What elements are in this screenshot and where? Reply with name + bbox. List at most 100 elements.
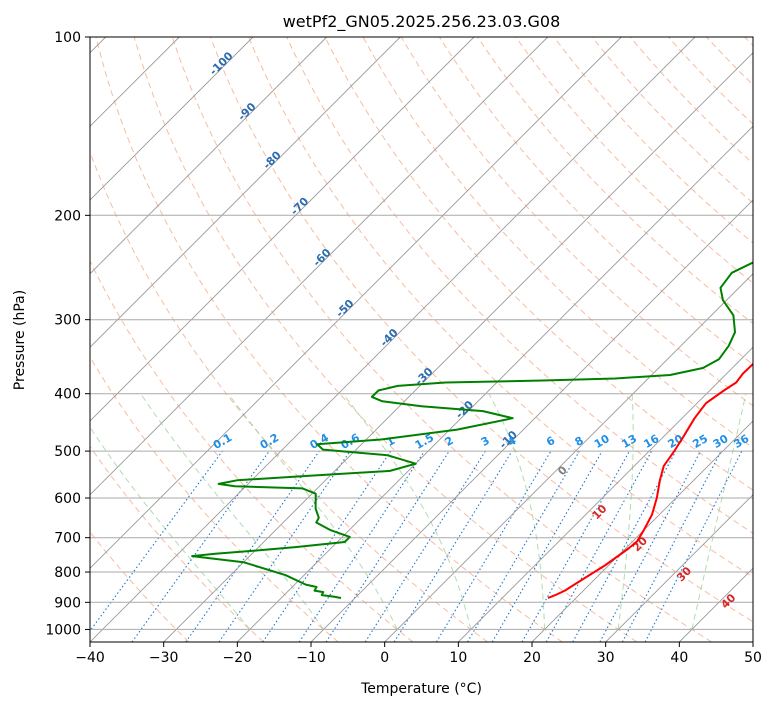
isotherm-line [605,494,753,642]
dry-adiabat [591,37,753,204]
isotherm-line [752,641,753,642]
mixing-ratio-label: 0.2 [258,431,281,452]
moist-adiabat [90,426,251,630]
grid-lines [90,37,753,642]
dry-adiabat [90,445,264,642]
isotherm-line [236,125,753,642]
mixing-ratio-line [491,450,603,642]
isotherm-label: -40 [378,326,401,349]
dry-adiabat [95,37,563,642]
x-tick-label: 40 [670,650,688,666]
isotherm-label: -80 [261,148,284,171]
moist-adiabat [227,393,398,630]
moist-adiabat-label: 40 [718,591,738,611]
dry-adiabat [706,37,753,86]
mixing-ratio-line [185,450,320,642]
isotherm-line [90,37,254,201]
dry-adiabat [90,259,414,642]
moist-adiabat [766,394,775,630]
isotherm-line [531,420,753,642]
mixing-ratio-label: 0.4 [308,431,332,452]
x-tick-label: −20 [223,650,253,666]
dry-adiabat [324,37,753,491]
mixing-ratio-line [393,450,513,642]
y-tick-label: 600 [54,491,81,507]
x-tick-label: −10 [296,650,326,666]
moist-adiabat-label: 30 [674,564,694,584]
dry-adiabat [90,531,190,642]
dry-adiabat [438,37,753,366]
isotherm-line [457,346,753,642]
y-axis-label: Pressure (hPa) [12,290,28,390]
mixing-ratio-line [435,450,552,642]
x-tick-label: 50 [744,650,762,666]
chart-title: wetPf2_GN05.2025.256.23.03.G08 [283,12,561,32]
isotherm-label: -50 [333,297,356,320]
mixing-ratio-label: 6 [544,434,557,449]
dry-adiabat [744,37,753,47]
y-tick-label: 200 [54,208,81,224]
x-tick-label: 30 [597,650,615,666]
y-tick-label: 900 [54,595,81,611]
dry-adiabat [553,37,753,244]
moist-adiabat [617,393,634,630]
mixing-ratio-label: 3 [479,434,492,449]
mixing-ratio-line [467,450,580,642]
y-tick-label: 100 [54,30,81,46]
isotherm-line [90,37,475,422]
x-tick-label: −40 [75,650,105,666]
y-tick-label: 500 [54,444,81,460]
moist-adiabat-label: 0 [555,463,570,478]
isotherm-line [90,37,401,348]
x-tick-label: 20 [523,650,541,666]
mixing-ratio-line [364,450,486,642]
isotherm-label: -70 [288,195,311,218]
mixing-ratio-line [90,450,223,632]
y-tick-label: 400 [54,387,81,403]
dry-adiabat [668,37,753,125]
isotherm-line [90,37,549,496]
mixing-ratio-label: 16 [641,432,661,451]
isoline-labels: -100-90-80-70-60-50-40-30-20-100.1 0.2 0.4… [207,49,752,611]
mixing-ratio-label: 10 [592,432,612,451]
isotherm-line [310,199,753,642]
isotherm-line [90,37,696,642]
mixing-ratio-label: 30 [711,432,731,451]
dry-adiabat [248,37,753,578]
temperature-profile-line [547,362,753,599]
dry-adiabat [210,37,753,623]
mixing-ratio-label: 8 [573,434,586,449]
isotherm-label: -90 [235,100,258,123]
mixing-ratio-line [218,450,351,642]
y-tick-label: 800 [54,565,81,581]
mixing-ratio-line [521,450,630,642]
x-axis-label: Temperature (°C) [360,681,482,697]
dewpoint-profile-line [191,261,753,599]
isotherm-line [90,37,622,569]
x-tick-label: −30 [149,650,179,666]
isotherm-line [163,52,753,642]
isotherm-line [384,273,753,642]
mixing-ratio-label: 13 [619,432,639,451]
isotherm-label: -60 [310,246,333,269]
mixing-ratio-line [325,450,450,642]
moist-adiabat [140,393,324,630]
dry-adiabat [286,37,753,534]
dry-adiabat [133,37,638,642]
dry-adiabat [90,150,488,642]
isotherm-label: -100 [207,49,236,78]
moist-adiabat [342,393,472,630]
mixing-ratio-label: 36 [732,432,752,451]
x-tick-label: 0 [380,650,389,666]
y-tick-label: 300 [54,313,81,329]
isotherm-line [678,567,753,642]
isotherm-line [90,37,328,275]
mixing-ratio-label: 2 [443,434,456,449]
dry-adiabat [515,37,753,284]
moist-adiabat-label: 10 [590,502,610,522]
moist-adiabat [691,393,747,630]
plot-frame [89,36,754,643]
profile-series [191,261,753,599]
mixing-ratio-line [599,450,701,642]
